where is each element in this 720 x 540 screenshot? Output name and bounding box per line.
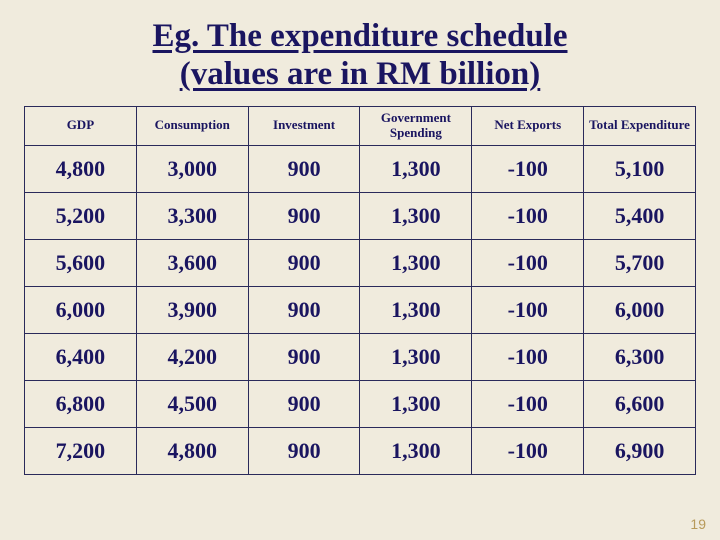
table-cell: 6,000 — [584, 286, 696, 333]
table-cell: 6,000 — [25, 286, 137, 333]
col-gov-spend: Government Spending — [360, 106, 472, 145]
table-row: 6,0003,9009001,300-1006,000 — [25, 286, 696, 333]
table-cell: 1,300 — [360, 427, 472, 474]
table-row: 4,8003,0009001,300-1005,100 — [25, 145, 696, 192]
table-cell: 900 — [248, 192, 360, 239]
table-cell: -100 — [472, 380, 584, 427]
table-cell: -100 — [472, 145, 584, 192]
table-cell: 5,700 — [584, 239, 696, 286]
table-cell: 6,600 — [584, 380, 696, 427]
col-investment: Investment — [248, 106, 360, 145]
table-cell: 6,800 — [25, 380, 137, 427]
table-cell: 4,800 — [25, 145, 137, 192]
table-cell: 5,100 — [584, 145, 696, 192]
table-cell: 1,300 — [360, 192, 472, 239]
table-cell: 6,400 — [25, 333, 137, 380]
table-cell: 1,300 — [360, 239, 472, 286]
table-cell: 4,800 — [136, 427, 248, 474]
table-cell: 6,900 — [584, 427, 696, 474]
table-body: 4,8003,0009001,300-1005,1005,2003,300900… — [25, 145, 696, 474]
col-consumption: Consumption — [136, 106, 248, 145]
table-cell: 5,200 — [25, 192, 137, 239]
col-gdp: GDP — [25, 106, 137, 145]
table-header: GDP Consumption Investment Government Sp… — [25, 106, 696, 145]
table-cell: 3,600 — [136, 239, 248, 286]
expenditure-table: GDP Consumption Investment Government Sp… — [24, 106, 696, 475]
table-cell: -100 — [472, 333, 584, 380]
table-cell: 5,600 — [25, 239, 137, 286]
title-line-2: (values are in RM billion) — [180, 56, 541, 92]
table-cell: 900 — [248, 380, 360, 427]
table-cell: 900 — [248, 333, 360, 380]
table-cell: -100 — [472, 239, 584, 286]
table-cell: 3,300 — [136, 192, 248, 239]
table-cell: 7,200 — [25, 427, 137, 474]
table-cell: 900 — [248, 145, 360, 192]
table-row: 5,6003,6009001,300-1005,700 — [25, 239, 696, 286]
table-cell: 1,300 — [360, 333, 472, 380]
table-cell: 1,300 — [360, 380, 472, 427]
table-cell: 900 — [248, 239, 360, 286]
table-row: 6,4004,2009001,300-1006,300 — [25, 333, 696, 380]
table-cell: 6,300 — [584, 333, 696, 380]
table-cell: 900 — [248, 286, 360, 333]
table-cell: -100 — [472, 192, 584, 239]
slide-title: Eg. The expenditure schedule (values are… — [24, 18, 696, 94]
col-net-exports: Net Exports — [472, 106, 584, 145]
table-row: 6,8004,5009001,300-1006,600 — [25, 380, 696, 427]
table-row: 5,2003,3009001,300-1005,400 — [25, 192, 696, 239]
table-cell: 900 — [248, 427, 360, 474]
table-cell: -100 — [472, 286, 584, 333]
slide: Eg. The expenditure schedule (values are… — [0, 0, 720, 540]
table-cell: 5,400 — [584, 192, 696, 239]
table-cell: 4,500 — [136, 380, 248, 427]
table-cell: 3,900 — [136, 286, 248, 333]
page-number: 19 — [690, 516, 706, 532]
table-cell: 3,000 — [136, 145, 248, 192]
table-row: 7,2004,8009001,300-1006,900 — [25, 427, 696, 474]
table-cell: 1,300 — [360, 145, 472, 192]
table-cell: -100 — [472, 427, 584, 474]
title-line-1: Eg. The expenditure schedule — [153, 18, 568, 54]
table-cell: 1,300 — [360, 286, 472, 333]
table-cell: 4,200 — [136, 333, 248, 380]
col-total-exp: Total Expenditure — [584, 106, 696, 145]
